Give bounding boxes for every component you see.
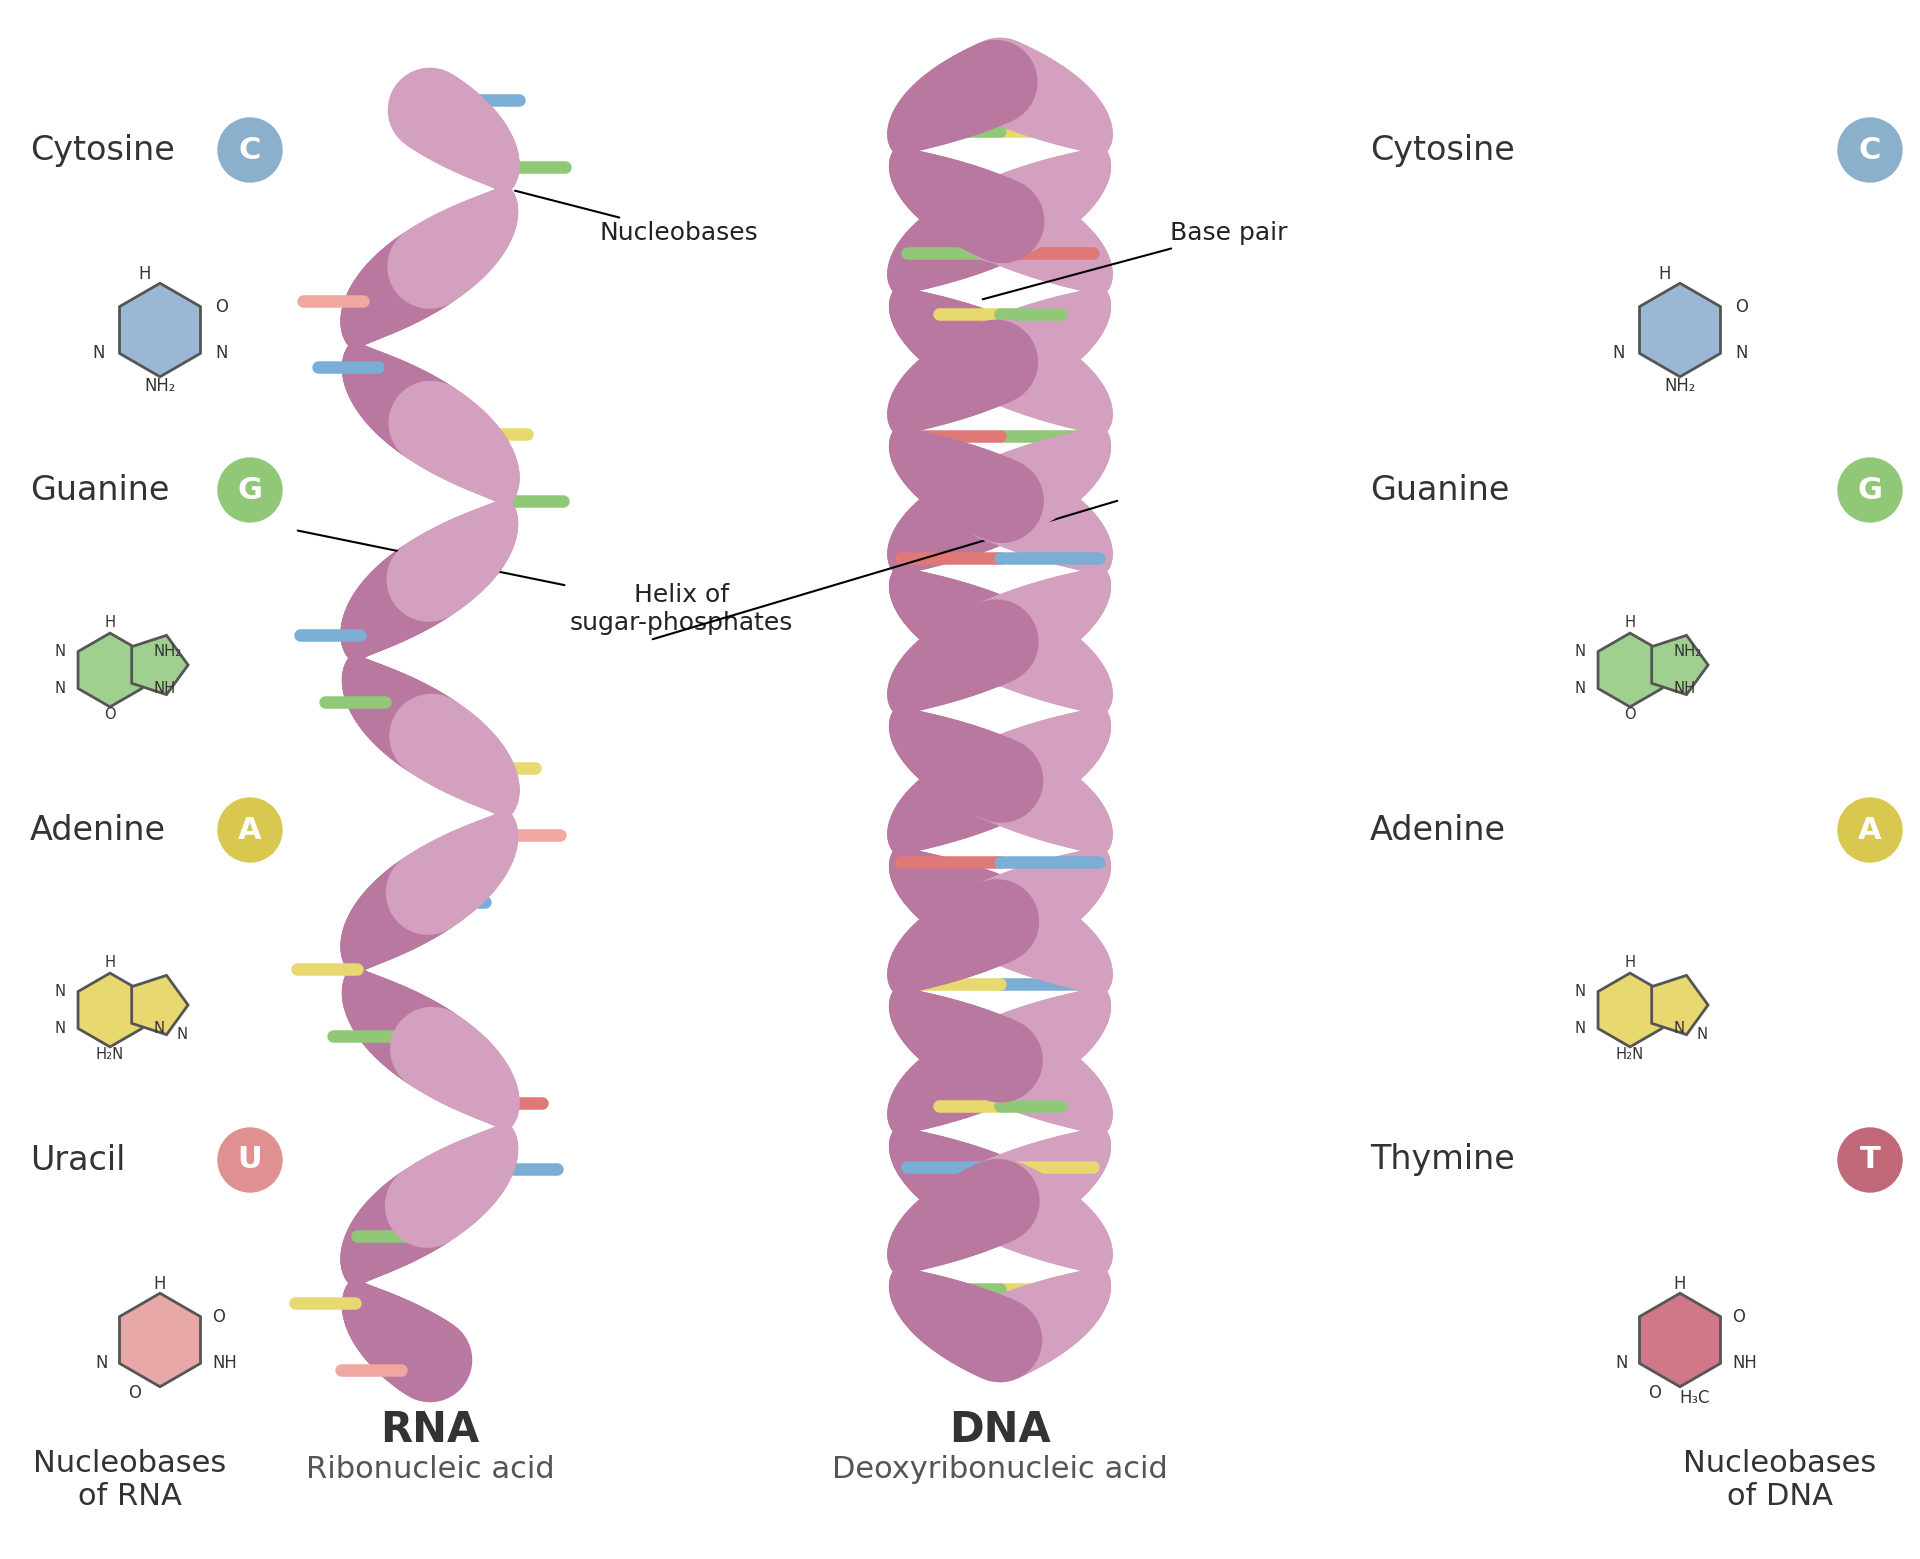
Text: Deoxyribonucleic acid: Deoxyribonucleic acid [831,1456,1167,1484]
Text: Cytosine: Cytosine [31,134,175,167]
Text: T: T [1860,1146,1880,1174]
Text: NH: NH [154,681,177,695]
Polygon shape [79,633,142,706]
Text: O: O [1732,1308,1745,1325]
Polygon shape [132,976,188,1035]
Text: H₃C: H₃C [1680,1389,1711,1406]
Text: Uracil: Uracil [31,1143,125,1177]
Text: NH₂: NH₂ [144,377,177,394]
Text: O: O [104,706,115,722]
Text: N: N [56,681,65,695]
Text: Helix of
sugar-phosphates: Helix of sugar-phosphates [298,530,793,635]
Text: C: C [1859,136,1882,165]
Text: NH₂: NH₂ [1674,644,1703,659]
Polygon shape [1597,633,1663,706]
Text: NH₂: NH₂ [1665,377,1695,394]
Text: Guanine: Guanine [31,474,169,507]
Text: N: N [1574,1021,1586,1035]
Text: H: H [1624,956,1636,970]
Text: O: O [1649,1384,1661,1402]
Text: Adenine: Adenine [31,814,165,847]
Polygon shape [1640,1294,1720,1388]
Text: N: N [1697,1027,1707,1041]
Circle shape [1837,798,1903,862]
Polygon shape [132,636,188,695]
Text: N: N [56,1021,65,1035]
Text: G: G [1857,475,1882,505]
Text: N: N [56,984,65,999]
Text: Ribonucleic acid: Ribonucleic acid [305,1456,555,1484]
Text: N: N [56,644,65,659]
Text: NH₂: NH₂ [154,644,182,659]
Text: H₂N: H₂N [96,1048,125,1062]
Circle shape [219,458,282,522]
Text: C: C [238,136,261,165]
Polygon shape [1651,636,1709,695]
Circle shape [219,798,282,862]
Text: A: A [238,815,261,845]
Text: Guanine: Guanine [1371,474,1509,507]
Text: H: H [104,956,115,970]
Polygon shape [119,1294,200,1388]
Circle shape [1837,458,1903,522]
Text: N: N [215,345,228,362]
Text: H: H [1659,265,1670,284]
Text: O: O [1736,298,1749,315]
Polygon shape [119,284,200,377]
Text: N: N [96,1355,108,1372]
Polygon shape [79,973,142,1048]
Text: NH: NH [1732,1355,1757,1372]
Text: U: U [238,1146,263,1174]
Text: N: N [1674,1021,1686,1035]
Text: H: H [154,1275,167,1294]
Text: N: N [1574,984,1586,999]
Text: N: N [1736,345,1747,362]
Polygon shape [1651,976,1709,1035]
Text: Nucleobases: Nucleobases [515,190,758,245]
Text: N: N [1615,1355,1628,1372]
Text: N: N [154,1021,165,1035]
Text: Base pair: Base pair [983,221,1288,299]
Text: N: N [1574,681,1586,695]
Text: H: H [138,265,152,284]
Text: Thymine: Thymine [1371,1143,1515,1177]
Text: O: O [215,298,228,315]
Circle shape [219,118,282,182]
Text: O: O [213,1308,225,1325]
Circle shape [1837,1129,1903,1193]
Text: Nucleobases
of RNA: Nucleobases of RNA [33,1448,227,1511]
Text: O: O [1624,706,1636,722]
Text: N: N [177,1027,188,1041]
Text: G: G [238,475,263,505]
Polygon shape [1597,973,1663,1048]
Text: Nucleobases
of DNA: Nucleobases of DNA [1684,1448,1876,1511]
Text: RNA: RNA [380,1409,480,1451]
Text: N: N [1613,345,1624,362]
Text: H: H [1674,1275,1686,1294]
Text: DNA: DNA [948,1409,1050,1451]
Text: A: A [1859,815,1882,845]
Text: O: O [129,1384,142,1402]
Circle shape [1837,118,1903,182]
Text: Adenine: Adenine [1371,814,1505,847]
Text: N: N [1574,644,1586,659]
Text: NH: NH [1674,681,1695,695]
Text: Cytosine: Cytosine [1371,134,1515,167]
Text: H: H [1624,616,1636,630]
Text: N: N [92,345,104,362]
Text: NH: NH [213,1355,238,1372]
Text: H: H [104,616,115,630]
Polygon shape [1640,284,1720,377]
Text: H₂N: H₂N [1617,1048,1644,1062]
Circle shape [219,1129,282,1193]
